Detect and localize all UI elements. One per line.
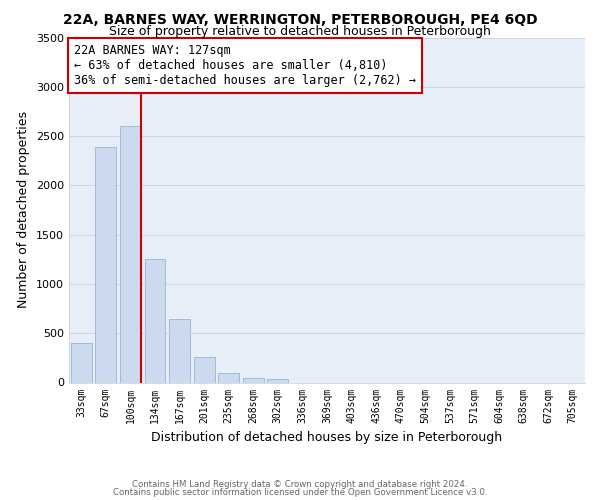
Text: Contains HM Land Registry data © Crown copyright and database right 2024.: Contains HM Land Registry data © Crown c… — [132, 480, 468, 489]
Bar — [71, 343, 92, 382]
Text: 22A BARNES WAY: 127sqm
← 63% of detached houses are smaller (4,810)
36% of semi-: 22A BARNES WAY: 127sqm ← 63% of detached… — [74, 44, 416, 88]
Text: Contains public sector information licensed under the Open Government Licence v3: Contains public sector information licen… — [113, 488, 487, 497]
Bar — [120, 126, 141, 382]
Bar — [169, 320, 190, 382]
Bar — [243, 378, 264, 382]
Y-axis label: Number of detached properties: Number of detached properties — [17, 112, 31, 308]
Text: 22A, BARNES WAY, WERRINGTON, PETERBOROUGH, PE4 6QD: 22A, BARNES WAY, WERRINGTON, PETERBOROUG… — [62, 12, 538, 26]
Bar — [95, 147, 116, 382]
Bar — [268, 379, 289, 382]
Text: Size of property relative to detached houses in Peterborough: Size of property relative to detached ho… — [109, 25, 491, 38]
Bar — [194, 357, 215, 382]
Bar — [145, 260, 166, 382]
Bar — [218, 372, 239, 382]
X-axis label: Distribution of detached houses by size in Peterborough: Distribution of detached houses by size … — [151, 431, 503, 444]
